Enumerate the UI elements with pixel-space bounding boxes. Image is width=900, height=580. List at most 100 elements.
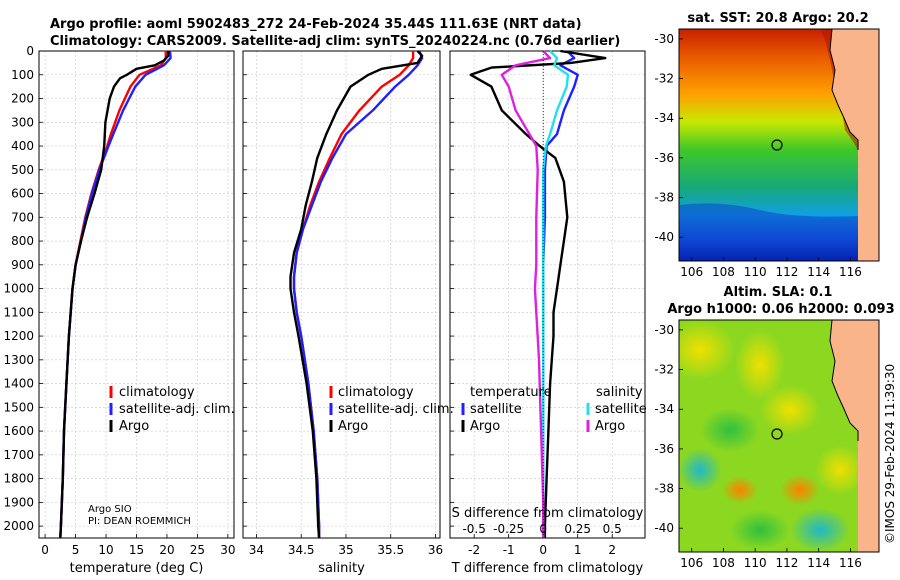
argo-position-marker [771,428,783,440]
y-tick-label: 300 [11,115,34,129]
temperature-legend: climatology satellite-adj. clim. Argo [109,385,235,434]
y-tick-label: 400 [11,139,34,153]
legend-label-climatology: climatology [119,385,195,400]
y-tick-label: 1400 [3,377,34,391]
legend-label-argo: Argo [338,419,368,434]
x-tick-label: -2 [468,543,480,557]
map-x-tick-label: 108 [712,265,735,279]
x-tick-label: 34.5 [288,543,315,557]
plot-frame [449,50,646,539]
x-tick-label: 34 [249,543,264,557]
legend-label-s-satellite: satellite [595,402,647,417]
map-x-tick-label: 112 [775,556,798,570]
map-y-tick-label: -32 [654,363,674,377]
s-tick-label: 0 [539,522,547,536]
y-tick-label: 1700 [3,448,34,462]
difference-panel: -2 -1 0 1 2 T difference from climatology S di… [449,49,646,576]
y-tick-label: 900 [11,258,34,272]
coastline [829,29,859,150]
argo-position-marker [771,139,783,151]
map-y-tick-label: -30 [654,323,674,337]
s-axis-label: S difference from climatology [452,506,644,521]
legend-label-t-satellite: satellite [470,402,522,417]
salinity-legend: climatology satellite-adj. clim. Argo [329,385,454,434]
y-tick-label: 100 [11,68,34,82]
map-x-tick-label: 106 [680,265,703,279]
y-tick-label: 1800 [3,472,34,486]
x-tick-label: 35 [338,543,353,557]
land-australia [830,29,879,261]
temperature-panel: 0100200300400500600700800900100011001200… [3,44,235,576]
map-x-tick-label: 106 [680,556,703,570]
series-line-satellite-adj-clim- [292,50,424,538]
sst-map-frame [678,28,880,262]
plot-frame [38,50,235,539]
y-tick-label: 800 [11,234,34,248]
map-y-tick-label: -36 [654,151,674,165]
x-tick-label: 5 [72,543,80,557]
legend-label-satellite-adj: satellite-adj. clim. [119,402,235,417]
map-x-tick-label: 116 [839,265,862,279]
s-tick-label: -0.5 [462,522,485,536]
sst-map: sat. SST: 20.8 Argo: 20.2 106 108 110 112 11… [654,11,880,279]
y-tick-label: 1100 [3,305,34,319]
map-y-tick-label: -38 [654,191,674,205]
x-tick-label: 10 [98,543,113,557]
x-tick-label: 0 [41,543,49,557]
x-tick-label: 0 [539,543,547,557]
y-tick-label: 700 [11,210,34,224]
sla-map: Altim. SLA: 0.1 Argo h1000: 0.06 h2000: … [654,285,894,570]
legend-label-climatology: climatology [338,385,414,400]
header-line1: Argo profile: aoml 5902483_272 24-Feb-20… [50,17,582,32]
series-line-argo [59,51,170,539]
map-x-tick-label: 116 [839,556,862,570]
x-tick-label: 15 [129,543,144,557]
map-y-tick-label: -32 [654,72,674,86]
map-x-tick-label: 108 [712,556,735,570]
legend-title-temperature: temperature [470,385,552,400]
y-tick-label: 1000 [3,282,34,296]
x-tick-label: 2 [608,543,616,557]
map-y-tick-label: -34 [654,111,674,125]
legend-label-s-argo: Argo [595,419,625,434]
y-tick-label: 1200 [3,329,34,343]
sla-map-frame [678,319,880,553]
x-tick-label: 1 [574,543,582,557]
map-x-tick-label: 112 [775,265,798,279]
y-tick-label: 2000 [3,519,34,533]
sla-map-subtitle: Argo h1000: 0.06 h2000: 0.093 [667,302,894,317]
x-tick-label: 36 [428,543,443,557]
plot-frame [242,50,441,539]
credit-org: Argo SIO [88,504,132,515]
legend-label-satellite-adj: satellite-adj. clim. [338,402,454,417]
x-tick-label: 30 [220,543,235,557]
x-tick-label: 35.5 [377,543,404,557]
x-axis-label: salinity [318,561,365,576]
map-y-tick-label: -40 [654,521,674,535]
map-y-tick-label: -36 [654,442,674,456]
s-tick-label: 0.5 [603,522,622,536]
x-tick-label: 20 [159,543,174,557]
sst-cold-band [679,203,879,261]
legend-label-t-argo: Argo [470,419,500,434]
series-line-t-satellite [542,50,579,538]
map-y-tick-label: -34 [654,402,674,416]
y-tick-label: 1600 [3,424,34,438]
y-tick-label: 1300 [3,353,34,367]
x-axis-label: T difference from climatology [451,561,644,576]
credit-pi: PI: DEAN ROEMMICH [88,516,191,527]
x-axis-label: temperature (deg C) [70,561,204,576]
legend-label-argo: Argo [119,419,149,434]
land-australia [830,320,879,552]
series-line-climatology [292,51,415,538]
sst-map-ticks: 106 108 110 112 114 116 -30 -32 -34 -36 -38 -40 [654,32,861,279]
s-tick-label: -0.25 [493,522,524,536]
sla-map-ticks: 106 108 110 112 114 116 -30 -32 -34 -36 -38 -40 [654,323,861,570]
timestamp: ©IMOS 29-Feb-2024 11:39:30 [883,364,897,544]
series-line-argo [289,50,424,539]
salinity-panel: 34 34.5 35 35.5 36 salinity [242,50,443,576]
map-y-tick-label: -40 [654,230,674,244]
y-tick-label: 600 [11,187,34,201]
coastline [829,320,859,441]
